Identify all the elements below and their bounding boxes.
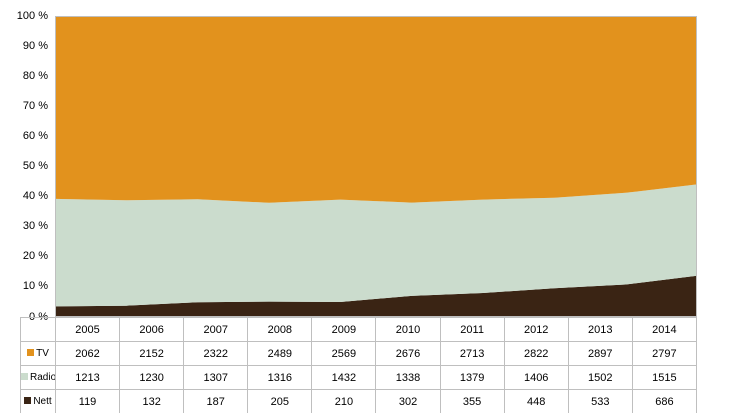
value-cell-nett: 448 <box>503 389 569 413</box>
plot-area <box>55 16 697 317</box>
value-cell-nett: 132 <box>119 389 185 413</box>
area-series-radio <box>55 184 697 307</box>
legend-label-tv: TV <box>36 348 49 359</box>
y-axis-tick-label: 40 % <box>22 190 48 203</box>
data-table: 2005 2006 2007 2008 2009 2010 2011 2012 2013 2014… <box>20 317 698 413</box>
legend-cell-radio: Radio <box>20 365 56 390</box>
value-cell-tv: 2822 <box>503 341 569 366</box>
year-cell: 2011 <box>439 317 505 342</box>
legend-label-nett: Nett <box>33 396 52 407</box>
value-cell-nett: 187 <box>183 389 249 413</box>
value-cell-radio: 1338 <box>375 365 441 390</box>
value-cell-nett: 205 <box>247 389 313 413</box>
year-cell: 2006 <box>119 317 185 342</box>
legend-swatch-tv <box>27 348 35 356</box>
y-axis-tick-label: 100 % <box>16 9 48 22</box>
plot-border <box>55 16 697 317</box>
value-cell-nett: 210 <box>311 389 377 413</box>
series-row-radio: Radio 1213 1230 1307 1316 1432 1338 1379 1406 150… <box>20 365 698 390</box>
series-row-tv: TV 2062 2152 2322 2489 2569 2676 2713 2822 2897 27… <box>20 341 698 366</box>
y-axis-tick-label: 80 % <box>22 69 48 82</box>
series-row-nett: Nett 119 132 187 205 210 302 355 448 533 686 <box>20 389 698 413</box>
legend-cell-nett: Nett <box>20 389 56 413</box>
y-axis-tick-label: 20 % <box>22 250 48 263</box>
y-axis-tick-label: 60 % <box>22 129 48 142</box>
value-cell-radio: 1502 <box>567 365 633 390</box>
value-cell-radio: 1515 <box>631 365 698 390</box>
y-axis-tick-label: 70 % <box>22 99 48 112</box>
value-cell-radio: 1230 <box>119 365 185 390</box>
y-axis-tick-label: 30 % <box>22 220 48 233</box>
legend-label-radio: Radio <box>30 372 56 383</box>
value-cell-nett: 533 <box>567 389 633 413</box>
area-series-nett <box>55 275 697 317</box>
value-cell-radio: 1316 <box>247 365 313 390</box>
y-axis-tick-label: 50 % <box>22 160 48 172</box>
value-cell-tv: 2062 <box>54 341 121 366</box>
value-cell-nett: 302 <box>375 389 441 413</box>
y-axis-tick-label: 90 % <box>22 39 48 52</box>
value-cell-tv: 2152 <box>119 341 185 366</box>
legend-swatch-nett <box>24 396 32 404</box>
value-cell-tv: 2897 <box>567 341 633 366</box>
year-cell: 2014 <box>631 317 698 342</box>
year-cell: 2009 <box>311 317 377 342</box>
value-cell-tv: 2797 <box>631 341 698 366</box>
stacked-area-svg <box>55 16 697 317</box>
value-cell-nett: 119 <box>54 389 121 413</box>
legend-swatch-radio <box>21 372 28 380</box>
value-cell-tv: 2569 <box>311 341 377 366</box>
year-cell: 2012 <box>503 317 569 342</box>
value-cell-tv: 2676 <box>375 341 441 366</box>
value-cell-radio: 1213 <box>54 365 121 390</box>
year-cell: 2013 <box>567 317 633 342</box>
legend-cell-tv: TV <box>20 341 56 366</box>
value-cell-tv: 2489 <box>247 341 313 366</box>
table-corner-cell <box>20 317 56 342</box>
value-cell-radio: 1406 <box>503 365 569 390</box>
table-year-row: 2005 2006 2007 2008 2009 2010 2011 2012 2013 2014 <box>20 317 698 342</box>
year-cell: 2007 <box>183 317 249 342</box>
year-cell: 2005 <box>54 317 121 342</box>
value-cell-tv: 2322 <box>183 341 249 366</box>
area-series-tv <box>55 16 697 203</box>
value-cell-radio: 1379 <box>439 365 505 390</box>
value-cell-nett: 355 <box>439 389 505 413</box>
value-cell-nett: 686 <box>631 389 698 413</box>
value-cell-tv: 2713 <box>439 341 505 366</box>
year-cell: 2010 <box>375 317 441 342</box>
year-cell: 2008 <box>247 317 313 342</box>
value-cell-radio: 1307 <box>183 365 249 390</box>
y-axis-tick-label: 10 % <box>22 280 48 293</box>
value-cell-radio: 1432 <box>311 365 377 390</box>
